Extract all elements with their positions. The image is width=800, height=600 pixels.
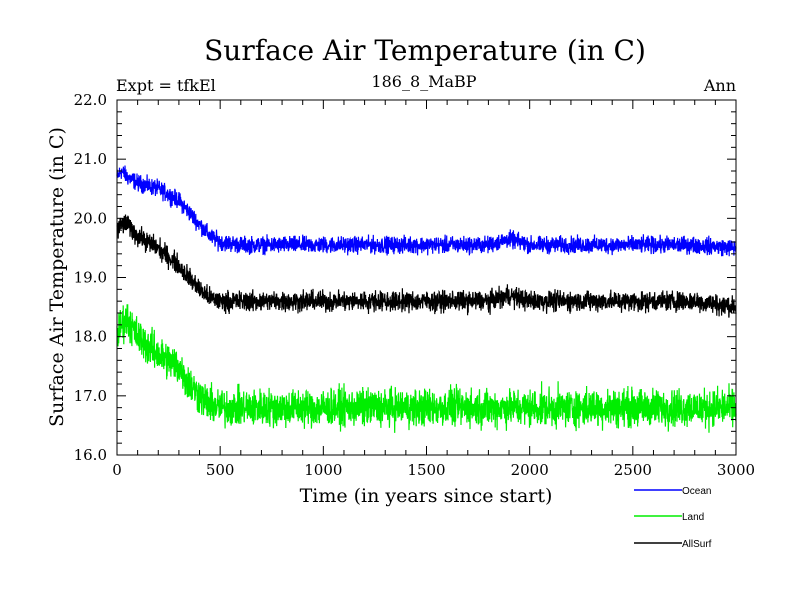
series-line-ocean [116,165,737,257]
season-label: Ann [703,76,736,95]
x-tick-label: 3000 [717,461,755,479]
x-tick-label: 2000 [511,461,549,479]
plot-frame [116,99,737,456]
x-tick-label: 1000 [304,461,342,479]
y-tick-label: 21.0 [74,150,107,168]
legend: Ocean Land AllSurf [634,486,712,550]
legend-label-allsurf: AllSurf [682,539,712,550]
x-tick-label: 1500 [407,461,445,479]
experiment-label: Expt = tfkEl [116,76,216,95]
series-line-allsurf [116,214,737,318]
x-tick-label: 2500 [614,461,652,479]
y-tick-label: 18.0 [74,328,107,346]
chart-subtitle: 186_8_MaBP [371,72,476,91]
series-layer [116,165,737,433]
x-tick-label: 500 [206,461,235,479]
y-tick-label: 19.0 [74,269,107,287]
legend-label-ocean: Ocean [682,486,711,497]
legend-label-land: Land [682,512,704,523]
y-tick-label: 20.0 [74,209,107,227]
y-tick-label: 22.0 [74,91,107,109]
x-tick-label: 0 [112,461,122,479]
chart-title: Surface Air Temperature (in C) [204,34,646,67]
series-line-land [116,304,737,433]
y-axis-label: Surface Air Temperature (in C) [46,127,68,427]
x-axis-label: Time (in years since start) [300,485,553,507]
y-tick-label: 17.0 [74,387,107,405]
ticks-layer: 0 500 1000 1500 2000 2500 3000 16.0 17.0 18.0 19.0… [74,91,756,479]
y-tick-label: 16.0 [74,446,107,464]
